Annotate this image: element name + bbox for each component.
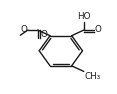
Text: O: O <box>20 25 27 34</box>
Text: CH₃: CH₃ <box>85 72 101 81</box>
Text: HO: HO <box>77 12 90 21</box>
Text: O: O <box>41 30 48 39</box>
Text: O: O <box>94 25 101 34</box>
